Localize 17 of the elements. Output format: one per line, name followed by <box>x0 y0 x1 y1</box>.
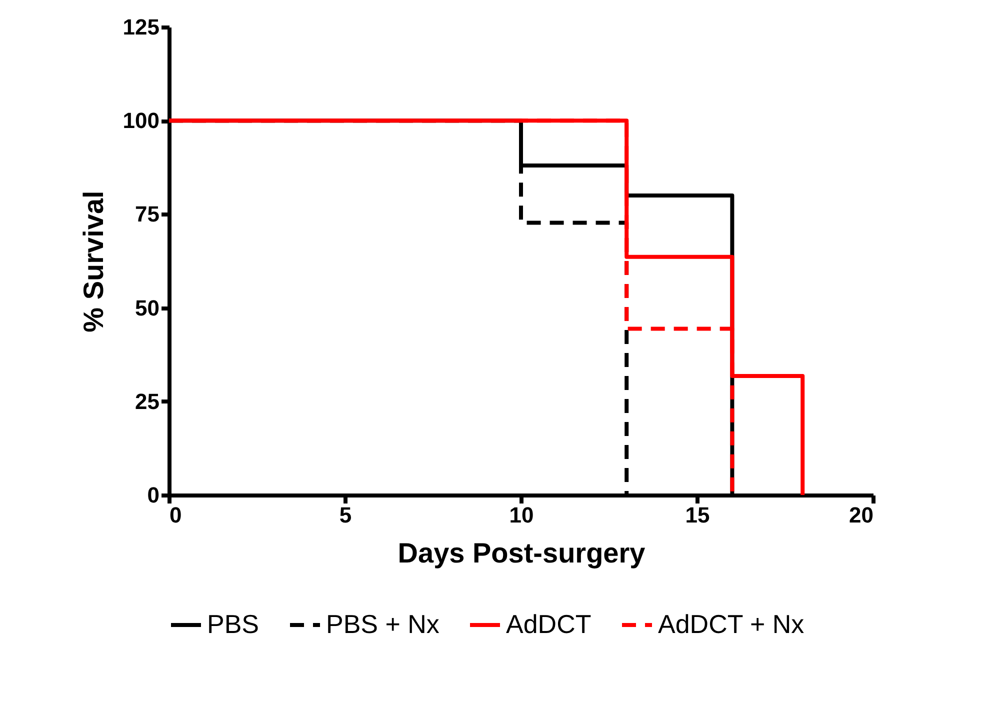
y-tick-label: 25 <box>135 388 160 414</box>
y-tick-label: 125 <box>122 14 160 40</box>
legend-label: AdDCT + Nx <box>658 609 804 639</box>
x-tick-label: 5 <box>339 502 352 528</box>
x-tick-label: 15 <box>685 502 710 528</box>
x-tick-label: 0 <box>170 502 182 528</box>
y-axis-title: % Survival <box>78 190 109 332</box>
x-tick-label: 10 <box>509 502 534 528</box>
legend-label: AdDCT <box>506 609 592 639</box>
y-tick-label: 100 <box>122 108 160 134</box>
x-tick-label: 20 <box>849 502 874 528</box>
legend-label: PBS <box>207 609 260 639</box>
x-axis-title: Days Post-surgery <box>398 538 646 568</box>
legend-label: PBS + Nx <box>326 609 440 639</box>
y-tick-label: 0 <box>147 482 160 508</box>
y-tick-label: 75 <box>135 202 160 227</box>
y-tick-label: 50 <box>135 295 160 320</box>
